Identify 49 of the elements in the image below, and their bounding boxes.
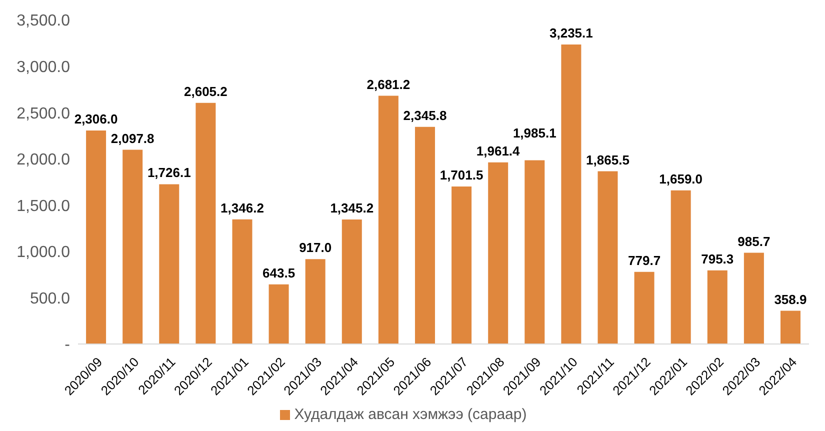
bar (452, 186, 472, 344)
bar (488, 162, 508, 344)
y-tick-label: 500.0 (30, 290, 70, 308)
bar (670, 190, 691, 344)
bar (561, 44, 582, 344)
data-label: 1,961.4 (476, 143, 521, 158)
bar (780, 310, 800, 344)
bar (378, 96, 398, 344)
data-label: 2,306.0 (74, 112, 118, 127)
data-label: 917.0 (299, 240, 332, 256)
bar (524, 160, 545, 344)
y-tick-label: 2,500.0 (16, 105, 70, 122)
bar (159, 184, 180, 344)
legend-label: Худалдаж авсан хэмжээ (сараар) (294, 406, 527, 423)
bar (414, 126, 435, 344)
data-label: 1,659.0 (659, 171, 703, 186)
data-label: 1,345.2 (330, 200, 374, 216)
bar (598, 171, 618, 344)
bar (342, 219, 362, 344)
bar (744, 252, 764, 344)
data-label: 795.3 (701, 251, 734, 266)
bar (86, 130, 106, 344)
y-tick-label: 3,000.0 (16, 58, 70, 76)
bar (122, 150, 143, 344)
y-tick-label: - (64, 336, 70, 354)
data-label: 779.7 (628, 252, 661, 268)
data-label: 1,865.5 (586, 152, 630, 168)
data-label: 2,345.8 (403, 108, 447, 123)
data-label: 985.7 (738, 234, 770, 249)
bar (305, 259, 326, 344)
data-label: 1,346.2 (220, 200, 264, 216)
bar (232, 219, 252, 344)
data-label: 2,605.2 (184, 84, 228, 99)
y-tick-label: 1,500.0 (16, 198, 70, 215)
y-tick-label: 3,500.0 (16, 12, 70, 30)
data-label: 2,097.8 (110, 130, 154, 146)
data-label: 358.9 (774, 292, 807, 307)
bar (634, 272, 654, 344)
data-label: 1,726.1 (147, 165, 191, 180)
data-label: 3,235.1 (550, 26, 593, 41)
y-tick-label: 2,000.0 (16, 152, 70, 169)
bar (707, 270, 728, 344)
bar (196, 102, 216, 344)
bar (268, 284, 289, 344)
y-tick-label: 1,000.0 (16, 244, 70, 262)
data-label: 1,985.1 (512, 125, 556, 140)
data-label: 1,701.5 (440, 167, 484, 182)
data-label: 2,681.2 (366, 76, 410, 92)
data-label: 643.5 (262, 265, 296, 280)
